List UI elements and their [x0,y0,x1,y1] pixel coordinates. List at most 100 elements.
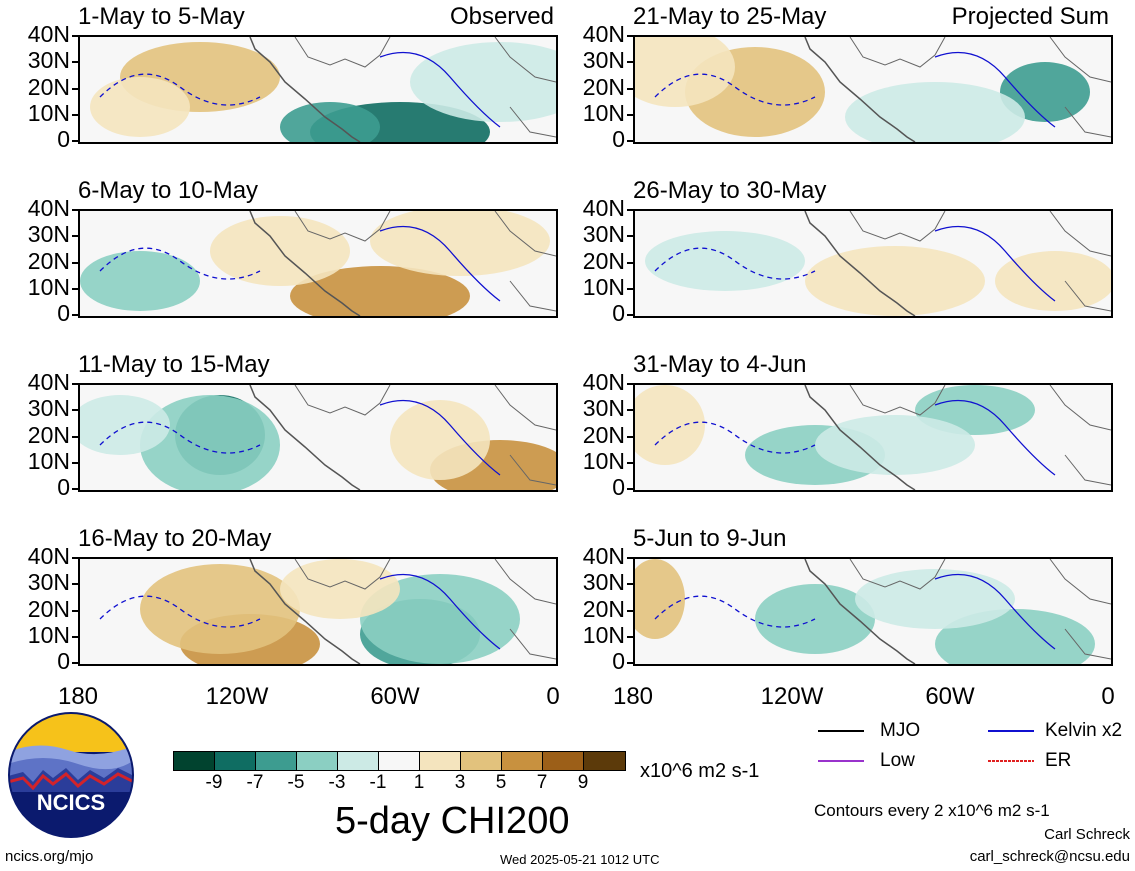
panel-title-7: 16-May to 20-May [78,525,272,552]
map-panel-2 [633,35,1113,144]
author-credit: Carl Schreck [1044,826,1130,843]
lat-label-20N-panel-2: 20N [582,73,625,100]
panel-tag-2: Projected Sum [951,3,1109,30]
colorbar-swatch-5 [338,752,379,770]
colorbar-swatch-1 [174,752,215,770]
lat-label-10N-panel-2: 10N [582,99,625,126]
lat-label-10N-panel-6: 10N [582,447,625,474]
lat-label-10N-panel-1: 10N [27,99,70,126]
lat-label-40N-panel-4: 40N [582,195,625,221]
lat-tick [627,61,633,64]
colorbar-tick-label: -9 [205,772,223,793]
lat-label-20N-panel-7: 20N [27,595,70,622]
lat-tick [72,140,78,142]
lat-label-20N-panel-3: 20N [27,247,70,274]
colorbar-swatch-2 [215,752,256,770]
lat-label-20N-panel-5: 20N [27,421,70,448]
lat-tick [627,87,633,90]
legend-line-kelvin [988,730,1034,732]
map-panel-4 [633,209,1113,318]
colorbar-units: x10^6 m2 s-1 [640,760,760,782]
map-panel-1 [78,35,558,144]
panel-title-5: 11-May to 15-May [78,351,270,378]
colorbar-tick-label: 1 [413,772,425,793]
lat-tick [72,662,78,664]
colorbar-swatch-8 [461,752,502,770]
lat-label-40N-panel-1: 40N [27,21,70,47]
lat-label-0-panel-5: 0 [57,474,70,500]
legend-label-mjo: MJO [880,720,921,741]
panel-title-6: 31-May to 4-Jun [633,351,807,378]
colorbar-tick-label: 7 [536,772,548,793]
lat-tick [72,35,78,37]
colorbar-swatch-11 [584,752,625,770]
colorbar-swatch-10 [543,752,584,770]
lat-tick [627,635,633,638]
lat-tick [627,662,633,664]
lat-tick [627,314,633,316]
panel-title-3: 6-May to 10-May [78,177,259,204]
map-panel-5 [78,383,558,492]
lat-tick [72,87,78,90]
lat-tick [72,557,78,559]
lon-label-120w-right: 120W [760,683,824,710]
colorbar-tick-label: -3 [328,772,346,793]
site-url: ncics.org/mjo [5,848,94,865]
timestamp: Wed 2025-05-21 1012 UTC [500,852,660,867]
lat-tick [627,209,633,211]
lat-tick [72,488,78,490]
main-title: 5-day CHI200 [335,800,570,842]
lat-label-40N-panel-8: 40N [582,543,625,569]
logo-text: NCICS [37,790,105,815]
lat-tick [72,583,78,586]
lon-label-60w-right: 60W [925,683,975,710]
lon-label-0-right: 0 [1101,683,1115,710]
colorbar-swatch-3 [256,752,297,770]
lat-tick [72,113,78,116]
colorbar-swatch-9 [502,752,543,770]
author-email: carl_schreck@ncsu.edu [969,848,1130,865]
lat-label-10N-panel-8: 10N [582,621,625,648]
lat-label-0-panel-2: 0 [612,126,625,152]
lat-tick [627,609,633,612]
lat-tick [627,435,633,438]
colorbar-tick-label: 9 [577,772,589,793]
lat-tick [627,235,633,238]
lat-label-30N-panel-4: 30N [582,221,625,248]
legend-line-mjo [818,730,864,732]
lat-label-40N-panel-2: 40N [582,21,625,47]
lat-label-0-panel-3: 0 [57,300,70,326]
panel-title-2: 21-May to 25-May [633,3,827,30]
lon-label-120w-left: 120W [205,683,269,710]
lat-label-30N-panel-8: 30N [582,569,625,596]
lon-label-0-left: 0 [546,683,560,710]
lat-label-30N-panel-6: 30N [582,395,625,422]
lat-label-30N-panel-1: 30N [27,47,70,74]
legend-line-low [818,760,864,762]
lat-tick [72,383,78,385]
lat-tick [72,209,78,211]
colorbar-swatch-4 [297,752,338,770]
map-panel-6 [633,383,1113,492]
lat-tick [627,35,633,37]
lat-label-0-panel-8: 0 [612,648,625,674]
lat-label-40N-panel-6: 40N [582,369,625,395]
colorbar-tick-label: -7 [246,772,264,793]
lat-label-20N-panel-1: 20N [27,73,70,100]
ncics-logo: NCICS [8,712,134,838]
lat-label-40N-panel-3: 40N [27,195,70,221]
lat-label-40N-panel-5: 40N [27,369,70,395]
lat-tick [72,435,78,438]
lat-tick [72,409,78,412]
legend-label-low: Low [880,750,915,771]
lat-tick [627,488,633,490]
lon-label-60w-left: 60W [370,683,420,710]
lat-label-20N-panel-6: 20N [582,421,625,448]
lat-label-0-panel-7: 0 [57,648,70,674]
lat-tick [72,461,78,464]
lat-label-20N-panel-8: 20N [582,595,625,622]
map-panel-8 [633,557,1113,666]
lat-label-30N-panel-2: 30N [582,47,625,74]
lat-tick [627,583,633,586]
lat-label-30N-panel-3: 30N [27,221,70,248]
